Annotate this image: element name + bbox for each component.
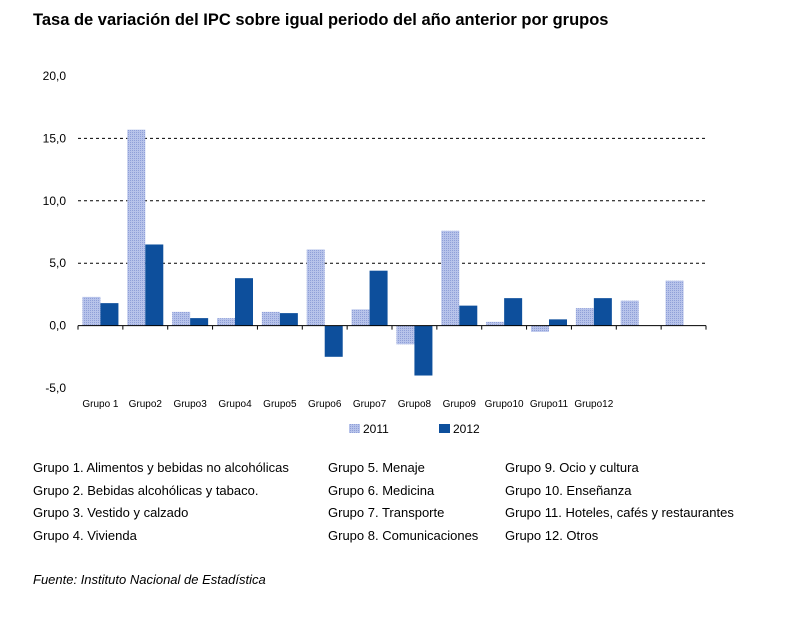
bar-2012 [369, 270, 388, 326]
group-description: Grupo 7. Transporte [328, 505, 445, 520]
bar-2011 [531, 325, 549, 332]
bar-2011 [486, 321, 505, 326]
group-description: Grupo 1. Alimentos y bebidas no alcohóli… [33, 460, 289, 475]
bar-2012 [414, 325, 433, 376]
bars [82, 129, 684, 376]
x-category-label: Grupo12 [574, 399, 613, 410]
x-axis-categories: Grupo 1 Grupo2 Grupo3 Grupo4 Grupo5 Grupo6 Gru… [82, 399, 613, 410]
x-category-label: Grupo11 [530, 399, 569, 410]
bar-2011 [441, 230, 460, 326]
x-category-label: Grupo5 [263, 399, 297, 410]
group-description: Grupo 10. Enseñanza [505, 482, 632, 498]
group-description: Grupo 5. Menaje [328, 460, 425, 475]
y-tick-label: 0,0 [49, 319, 66, 333]
bar-2012 [549, 319, 567, 326]
bar-2012 [235, 278, 253, 326]
group-description: Grupo 8. Comunicaciones [328, 527, 479, 543]
y-tick-label: -5,0 [45, 381, 66, 395]
group-description: Grupo 9. Ocio y cultura [505, 460, 639, 475]
x-category-label: Grupo9 [443, 399, 477, 410]
group-description: Grupo 12. Otros [505, 527, 599, 543]
x-category-label: Grupo4 [218, 399, 252, 410]
bar-2012 [324, 325, 343, 357]
bar-2011 [665, 280, 684, 326]
bar-2012 [100, 303, 119, 326]
legend-swatch-2012 [439, 424, 450, 433]
chart-title: Tasa de variación del IPC sobre igual pe… [33, 11, 609, 29]
x-category-label: Grupo10 [485, 399, 524, 410]
y-tick-label: 15,0 [43, 131, 67, 145]
legend-label-2012: 2012 [453, 422, 480, 436]
x-category-label: Grupo3 [173, 399, 207, 410]
bar-2012 [279, 313, 298, 326]
bar-2011 [306, 249, 325, 326]
bar-2012 [459, 305, 478, 326]
x-axis [77, 325, 707, 330]
bar-2011 [172, 311, 191, 326]
group-description: Grupo 2. Bebidas alcohólicas y tabaco. [33, 482, 259, 498]
bar-2012 [504, 298, 523, 326]
bar-2012 [145, 244, 164, 326]
legend: 2011 2012 [349, 422, 480, 436]
x-category-label: Grupo6 [308, 399, 342, 410]
bar-chart: 20,015,010,05,00,0-5,0 Grupo 1 Grupo2 Grup… [43, 69, 707, 436]
group-description: Grupo 6. Medicina [328, 482, 435, 498]
legend-swatch-2011 [349, 424, 360, 433]
y-tick-label: 20,0 [43, 69, 67, 83]
x-category-label: Grupo8 [398, 399, 432, 410]
source-note: Fuente: Instituto Nacional de Estadístic… [33, 572, 266, 587]
bar-2011 [620, 300, 639, 326]
legend-label-2011: 2011 [363, 422, 389, 436]
bar-2011 [351, 309, 370, 326]
bar-2011 [575, 308, 594, 326]
bar-2012 [190, 318, 209, 326]
group-description: Grupo 4. Vivienda [33, 527, 137, 543]
bar-2012 [593, 298, 612, 326]
group-description: Grupo 11. Hoteles, cafés y restaurantes [505, 505, 734, 520]
x-category-label: Grupo2 [129, 399, 163, 410]
y-tick-label: 10,0 [43, 194, 67, 208]
y-axis-ticks: 20,0 15,0 10,0 5,0 0,0 -5,0 [43, 69, 67, 395]
bar-2011 [82, 296, 101, 326]
group-description: Grupo 3. Vestido y calzado [33, 505, 189, 520]
gridlines [78, 137, 706, 264]
x-category-label: Grupo7 [353, 399, 387, 410]
y-tick-label: 5,0 [49, 256, 66, 270]
bar-2011 [261, 311, 280, 326]
bar-2011 [217, 318, 235, 326]
x-category-label: Grupo 1 [82, 399, 119, 410]
bar-2011 [127, 129, 146, 326]
bar-2011 [396, 325, 415, 345]
